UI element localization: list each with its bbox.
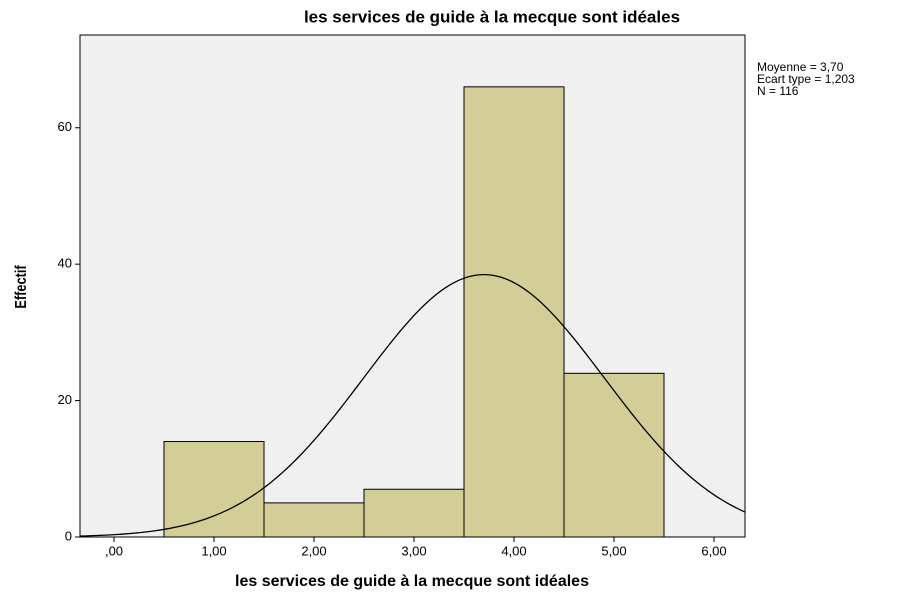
y-axis-title: Effectif <box>13 265 31 308</box>
x-tick-label: ,00 <box>105 543 123 558</box>
x-tick-label: 1,00 <box>201 543 226 558</box>
y-tick-label: 60 <box>58 119 72 134</box>
y-tick-label: 40 <box>58 256 72 271</box>
y-tick-label: 20 <box>58 392 72 407</box>
x-axis-title: les services de guide à la mecque sont i… <box>235 573 589 590</box>
stat-n: N = 116 <box>757 84 799 98</box>
stat-mean: Moyenne = 3,70 <box>757 60 844 74</box>
normal-curve <box>79 274 746 537</box>
x-tick-label: 6,00 <box>701 543 726 558</box>
bar <box>463 86 565 538</box>
bar <box>363 488 465 538</box>
stat-sd: Ecart type = 1,203 <box>757 72 855 86</box>
x-tick-label: 2,00 <box>301 543 326 558</box>
bar <box>563 372 665 538</box>
bar <box>163 441 265 538</box>
x-tick-label: 5,00 <box>601 543 626 558</box>
bar <box>263 502 365 538</box>
y-tick-label: 0 <box>65 528 72 543</box>
x-tick-label: 3,00 <box>401 543 426 558</box>
chart-title: les services de guide à la mecque sont i… <box>304 7 680 26</box>
x-tick-label: 4,00 <box>501 543 526 558</box>
